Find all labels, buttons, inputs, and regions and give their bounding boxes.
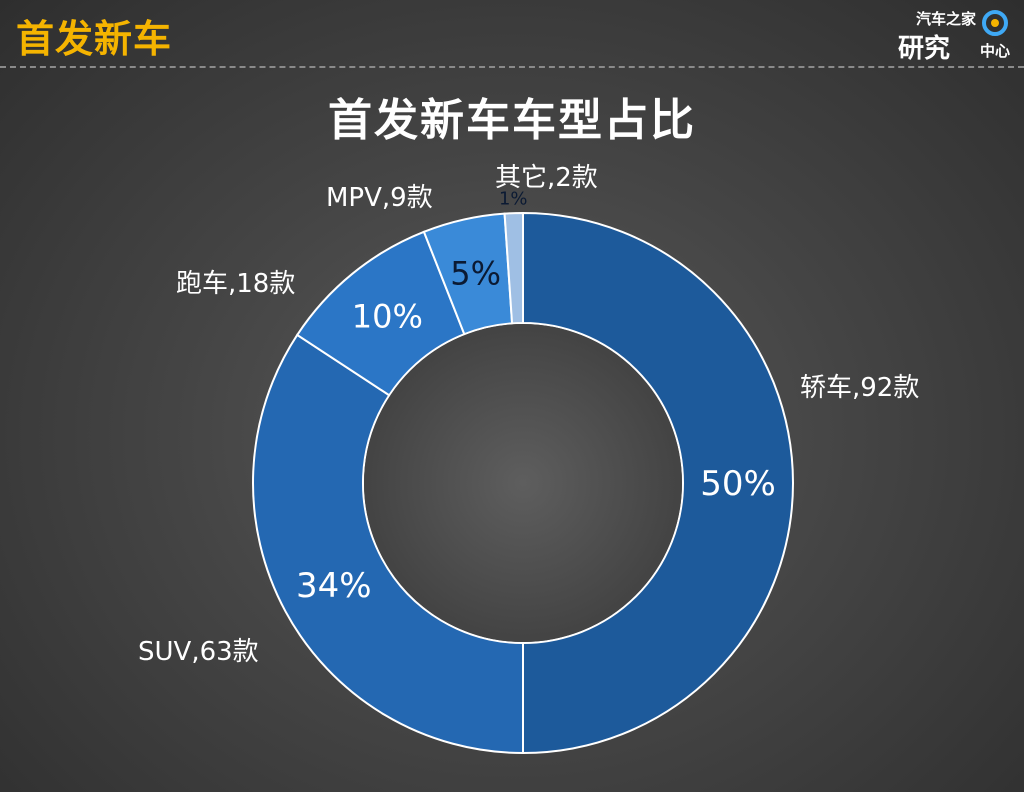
slice-percent-label-4: 1% (499, 188, 528, 209)
logo-text-top: 汽车之家 (915, 10, 976, 28)
slice-percent-label-0: 50% (700, 464, 776, 504)
donut-slice-4 (503, 211, 524, 325)
slice-percent-label-1: 34% (296, 566, 372, 606)
logo-text-sub: 中心 (979, 42, 1010, 60)
donut-slice-1 (252, 333, 524, 755)
slice-category-label-1: SUV,63款 (138, 637, 259, 667)
header-title: 首发新车 (16, 17, 173, 61)
brand-logo: 汽车之家 研究 中心 (898, 6, 1010, 64)
slice-category-label-3: MPV,9款 (326, 183, 433, 213)
header-divider (0, 66, 1024, 68)
slice-category-label-0: 轿车,92款 (800, 373, 919, 403)
donut-hole (364, 324, 682, 642)
slice-category-label-4: 其它,2款 (495, 163, 598, 193)
logo-text-main: 研究 (898, 34, 951, 64)
slice-percent-label-3: 5% (450, 254, 501, 292)
slice-percent-label-2: 10% (352, 297, 423, 335)
slice-category-label-2: 跑车,18款 (176, 269, 295, 299)
donut-slice-0 (522, 211, 794, 755)
chart-title: 首发新车车型占比 (328, 95, 696, 146)
logo-swirl-icon (982, 10, 1008, 36)
